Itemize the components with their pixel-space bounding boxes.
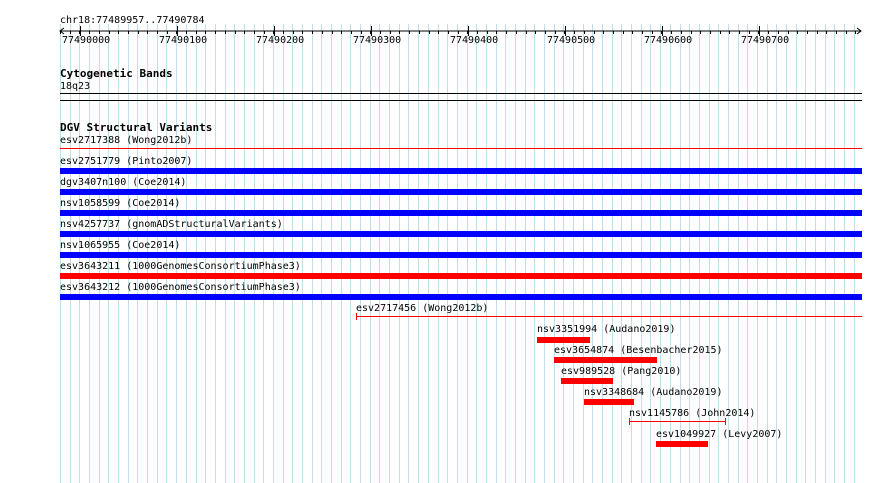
ruler-tick-label: 77490300: [353, 35, 402, 46]
sv-feature-label[interactable]: esv989528 (Pang2010): [561, 366, 682, 377]
ruler-tick-label: 77490400: [450, 35, 499, 46]
sv-feature-bar[interactable]: [656, 441, 708, 447]
sv-feature-label[interactable]: nsv1065955 (Coe2014): [60, 240, 181, 251]
cytoband-bar-top: [60, 93, 862, 94]
sv-feature-label[interactable]: esv2717388 (Wong2012b): [60, 135, 193, 146]
ruler-axis: [59, 26, 862, 36]
sv-feature-label[interactable]: nsv4257737 (gnomADStructuralVariants): [60, 219, 283, 230]
sv-feature-bar[interactable]: [554, 357, 657, 363]
sv-feature-label[interactable]: nsv3348684 (Audano2019): [584, 387, 723, 398]
sv-feature-label[interactable]: dgv3407n100 (Coe2014): [60, 177, 187, 188]
sv-feature-bar[interactable]: [60, 210, 862, 216]
ruler-tick-label: 77490100: [159, 35, 208, 46]
sv-feature-bar[interactable]: [60, 231, 862, 237]
ruler-location: chr18:77489957..77490784: [60, 15, 205, 26]
sv-feature-bar[interactable]: [584, 399, 634, 405]
sv-feature-label[interactable]: esv3643212 (1000GenomesConsortiumPhase3): [60, 282, 301, 293]
sv-feature-bar[interactable]: [60, 168, 862, 174]
sv-feature-line[interactable]: [355, 313, 863, 321]
sv-feature-bar[interactable]: [561, 378, 613, 384]
sv-feature-line[interactable]: [628, 418, 727, 426]
sv-feature-line[interactable]: [59, 145, 863, 153]
sv-feature-bar[interactable]: [60, 273, 862, 279]
sv-feature-bar[interactable]: [537, 337, 590, 343]
sv-feature-label[interactable]: nsv1145786 (John2014): [629, 408, 756, 419]
ruler-tick-label: 77490200: [256, 35, 305, 46]
sv-feature-label[interactable]: esv2717456 (Wong2012b): [356, 303, 489, 314]
sv-feature-label[interactable]: esv1049927 (Levy2007): [656, 429, 783, 440]
sv-feature-bar[interactable]: [60, 252, 862, 258]
ruler-tick-label: 77490700: [741, 35, 790, 46]
sv-feature-label[interactable]: nsv3351994 (Audano2019): [537, 324, 676, 335]
sv-feature-bar[interactable]: [60, 294, 862, 300]
sv-feature-label[interactable]: esv2751779 (Pinto2007): [60, 156, 193, 167]
ruler-tick-label: 77490600: [644, 35, 693, 46]
cytoband-bar-bottom: [60, 100, 862, 101]
dgv-track-title: DGV Structural Variants: [60, 121, 213, 134]
sv-feature-label[interactable]: esv3643211 (1000GenomesConsortiumPhase3): [60, 261, 301, 272]
sv-feature-label[interactable]: esv3654874 (Besenbacher2015): [554, 345, 723, 356]
ruler-tick-label: 77490500: [547, 35, 596, 46]
cytoband-label[interactable]: 18q23: [60, 81, 91, 92]
ruler-tick-label: 77490000: [62, 35, 111, 46]
sv-feature-label[interactable]: nsv1058599 (Coe2014): [60, 198, 181, 209]
sv-feature-bar[interactable]: [60, 189, 862, 195]
cytoband-track-title: Cytogenetic Bands: [60, 67, 173, 80]
